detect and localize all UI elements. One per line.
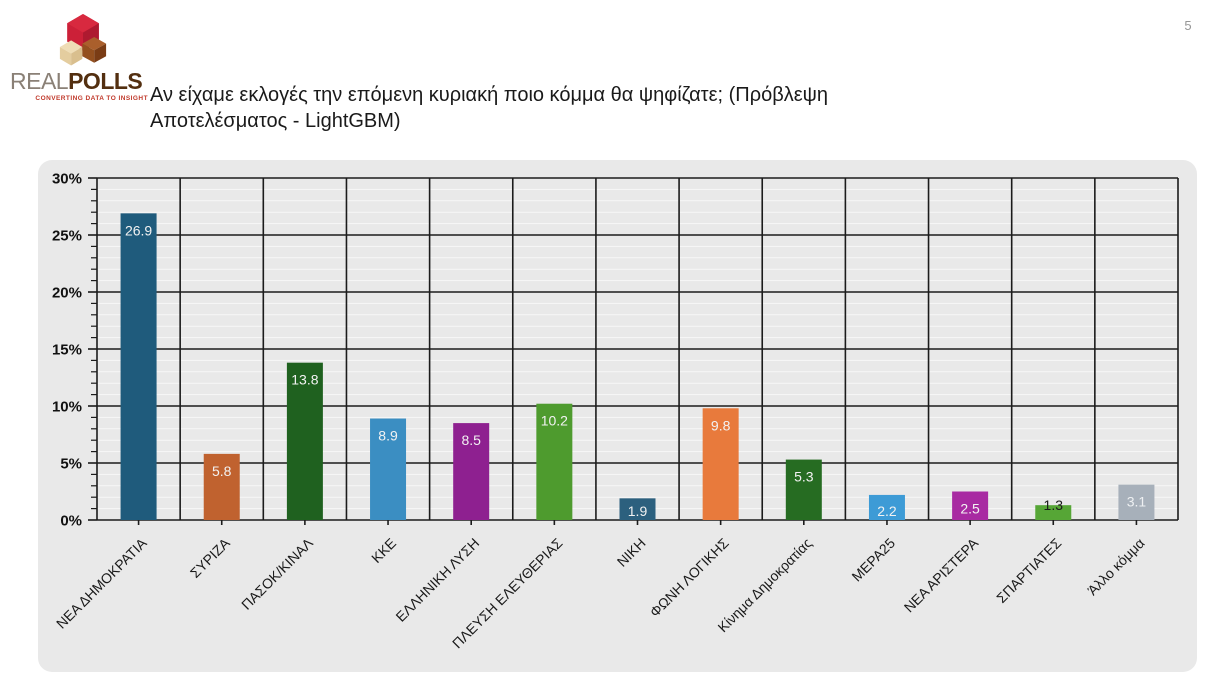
major-gridlines bbox=[97, 177, 1178, 521]
page-title: Αν είχαμε εκλογές την επόμενη κυριακή πο… bbox=[150, 84, 829, 132]
y-axis-label: 25% bbox=[52, 228, 82, 245]
bar-value-label-7: 9.8 bbox=[711, 417, 731, 433]
bar-chart: 0% 5% 10% 15% 20% 25% 30% 26.9 5.8 13.8 8.9 8.5 10.2… bbox=[38, 160, 1197, 672]
bar-9 bbox=[868, 494, 905, 520]
brand-polls: POLLS bbox=[68, 68, 143, 94]
bar-value-label-8: 5.3 bbox=[794, 469, 814, 485]
chart-panel: 0% 5% 10% 15% 20% 25% 30% 26.9 5.8 13.8 8.9 8.5 10.2… bbox=[38, 160, 1197, 672]
y-axis-label: 15% bbox=[52, 342, 82, 359]
minor-gridlines bbox=[97, 188, 1178, 510]
bar-1 bbox=[203, 453, 240, 520]
bar-value-label-2: 13.8 bbox=[291, 372, 318, 388]
bar-6 bbox=[619, 498, 656, 520]
bar-8 bbox=[785, 459, 822, 520]
y-axis-ticks bbox=[88, 177, 97, 521]
y-axis-label: 30% bbox=[52, 171, 82, 188]
bar-value-label-5: 10.2 bbox=[541, 413, 568, 429]
y-axis-label: 0% bbox=[60, 513, 82, 530]
bar-value-label-6: 1.9 bbox=[628, 503, 648, 519]
bar-value-label-12: 3.1 bbox=[1127, 494, 1147, 510]
bar-value-label-9: 2.2 bbox=[877, 503, 897, 519]
x-axis-ticks bbox=[137, 520, 1138, 525]
bar-4 bbox=[453, 423, 490, 520]
realpolls-cube-icon bbox=[59, 13, 107, 66]
brand-wordmark: REALPOLLS bbox=[10, 68, 150, 95]
y-axis-label: 10% bbox=[52, 399, 82, 416]
y-axis-label: 20% bbox=[52, 285, 82, 302]
bar-3 bbox=[370, 418, 407, 520]
y-axis-label: 5% bbox=[60, 456, 82, 473]
chart-background bbox=[38, 160, 1197, 672]
brand-tagline: CONVERTING DATA TO INSIGHT bbox=[35, 95, 148, 102]
bar-0 bbox=[120, 213, 157, 520]
bar-value-label-10: 2.5 bbox=[960, 501, 980, 517]
brand-real: REAL bbox=[10, 68, 69, 94]
bar-value-label-0: 26.9 bbox=[125, 222, 152, 238]
page-number: 5 bbox=[1184, 18, 1192, 33]
bar-7 bbox=[702, 408, 739, 520]
bar-12 bbox=[1118, 484, 1155, 520]
bar-value-label-11: 1.3 bbox=[1044, 497, 1064, 513]
realpolls-logo: REALPOLLS CONVERTING DATA TO INSIGHT bbox=[10, 6, 150, 106]
bar-11 bbox=[1035, 505, 1072, 520]
bar-value-label-1: 5.8 bbox=[212, 463, 232, 479]
bar-5 bbox=[536, 403, 573, 520]
bar-10 bbox=[952, 491, 989, 520]
bar-value-label-3: 8.9 bbox=[378, 428, 398, 444]
bar-value-label-4: 8.5 bbox=[461, 432, 481, 448]
bar-2 bbox=[286, 362, 323, 520]
